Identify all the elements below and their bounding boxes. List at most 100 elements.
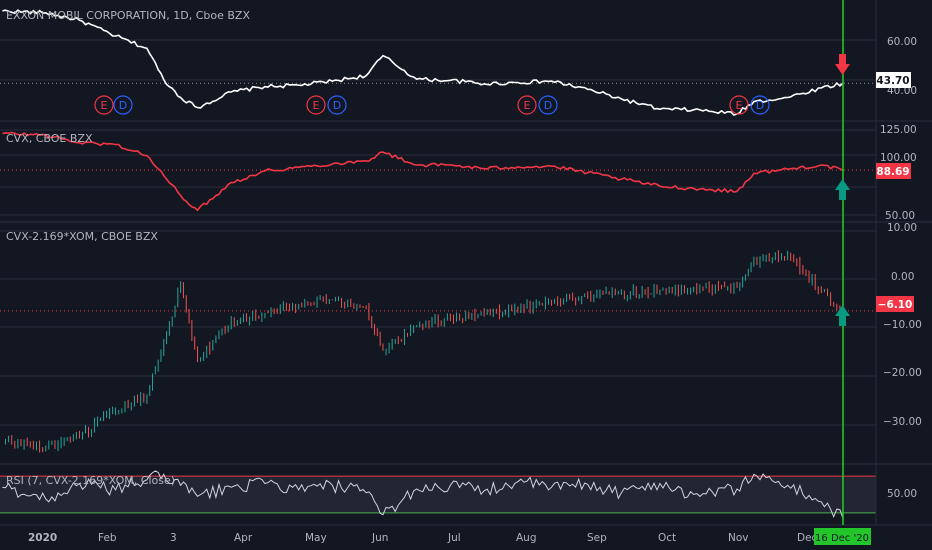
data-point [483, 312, 485, 314]
time-axis[interactable]: 2020 Feb 3 Apr May Jun Jul Aug Sep Oct N… [28, 532, 818, 544]
data-point [753, 474, 755, 476]
svg-text:43.70: 43.70 [876, 75, 909, 87]
data-point [146, 155, 148, 157]
cvx-axis-tick: 50.00 [885, 210, 915, 222]
data-point [517, 481, 519, 483]
data-point [365, 492, 367, 494]
cvx-axis-tick: 100.00 [880, 152, 917, 164]
time-tick: Oct [658, 532, 676, 544]
cvx-pane-title[interactable]: CVX, CBOE BZX [6, 132, 93, 145]
earnings-markers[interactable]: E D E D E D E [94, 95, 770, 115]
data-point [382, 514, 384, 516]
arrow-up-icon [835, 305, 850, 326]
data-point [621, 178, 623, 180]
data-point [332, 163, 334, 165]
data-point [587, 484, 589, 486]
data-point [693, 188, 695, 190]
time-tick: 3 [170, 532, 177, 544]
svg-text:E: E [736, 99, 743, 112]
data-point [517, 310, 519, 312]
svg-text:D: D [119, 99, 127, 112]
series-layer [2, 9, 844, 519]
data-point [115, 489, 117, 491]
spread-pane-title[interactable]: CVX-2.169*XOM, CBOE BZX [6, 230, 158, 243]
data-point [163, 340, 165, 342]
svg-text:D: D [756, 99, 764, 112]
data-point [2, 133, 4, 135]
data-point [693, 494, 695, 496]
spread-axis-tick: −20.00 [883, 367, 922, 379]
data-point [787, 168, 789, 170]
rsi-line[interactable] [2, 470, 844, 519]
data-point [365, 160, 367, 162]
svg-text:16 Dec '20: 16 Dec '20 [815, 533, 869, 544]
data-point [332, 485, 334, 487]
cvx-price-line[interactable] [2, 131, 844, 212]
data-point [416, 164, 418, 166]
rsi-pane-title[interactable]: RSI (7, CVX-2.169*XOM, Close) [6, 474, 175, 487]
spread-axis-tick: 10.00 [887, 222, 917, 234]
earnings-marker-e: E [517, 95, 537, 115]
earnings-marker-e: E [729, 95, 749, 115]
data-point [659, 185, 661, 187]
data-point [2, 10, 4, 12]
rsi-axis-tick: 50.00 [887, 488, 917, 500]
time-tick: Feb [98, 532, 117, 544]
data-point [821, 164, 823, 166]
svg-text:D: D [333, 99, 341, 112]
xom-price-line[interactable] [2, 9, 844, 117]
data-point [79, 435, 81, 437]
data-point [551, 80, 553, 82]
data-point [115, 144, 117, 146]
data-point [264, 312, 266, 314]
data-point [264, 483, 266, 485]
data-point [517, 166, 519, 168]
data-point [587, 89, 589, 91]
data-point [621, 292, 623, 294]
data-point [298, 84, 300, 86]
data-point [659, 289, 661, 291]
spread-axis-tick: −10.00 [883, 319, 922, 331]
data-point [517, 82, 519, 84]
data-point [264, 86, 266, 88]
data-point [332, 300, 334, 302]
data-point [483, 168, 485, 170]
xom-pane-title[interactable]: EXXON MOBIL CORPORATION, 1D, Cboe BZX [6, 9, 250, 22]
data-point [298, 489, 300, 491]
data-point [551, 302, 553, 304]
data-point [659, 483, 661, 485]
xom-last-price-label: 43.70 [876, 72, 911, 88]
data-point [230, 320, 232, 322]
earnings-marker-e: E [94, 95, 114, 115]
data-point [621, 98, 623, 100]
cvx-axis-tick: 125.00 [880, 124, 917, 136]
cursor-date-label: 16 Dec '20 [814, 528, 871, 545]
data-point [659, 108, 661, 110]
data-point [551, 165, 553, 167]
data-point [416, 78, 418, 80]
svg-text:88.69: 88.69 [876, 166, 909, 178]
data-point [621, 492, 623, 494]
data-point [365, 75, 367, 77]
data-point [483, 490, 485, 492]
data-point [753, 172, 755, 174]
dividend-marker-d: D [327, 95, 347, 115]
time-tick: Jun [371, 532, 388, 544]
time-tick: Aug [516, 532, 537, 544]
data-point [230, 91, 232, 93]
data-point [298, 305, 300, 307]
time-tick: May [305, 532, 327, 544]
data-point [45, 448, 47, 450]
arrow-up-icon [835, 179, 850, 200]
data-point [693, 109, 695, 111]
data-point [230, 182, 232, 184]
data-point [450, 80, 452, 82]
price-axis[interactable]: 60.00 40.00 125.00 100.00 50.00 10.00 0.… [880, 36, 922, 500]
xom-axis-tick: 60.00 [887, 36, 917, 48]
dividend-marker-d: D [750, 95, 770, 115]
data-point [736, 488, 738, 490]
data-point [736, 287, 738, 289]
data-point [115, 410, 117, 412]
data-point [264, 170, 266, 172]
